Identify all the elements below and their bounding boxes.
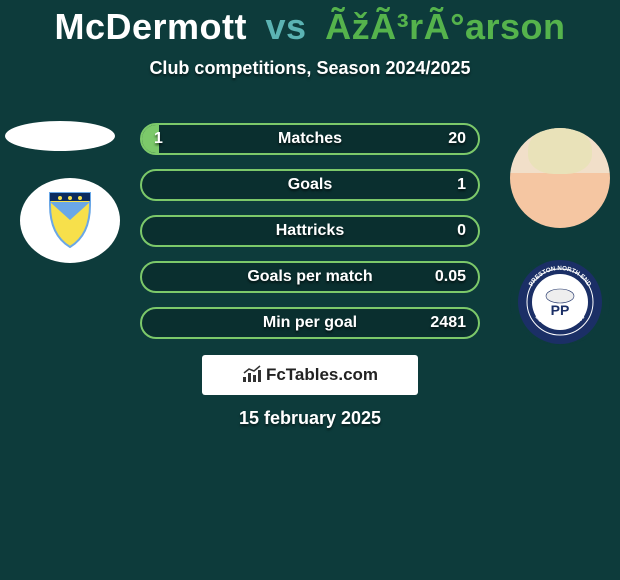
stat-bar: 1Matches20 <box>140 123 480 155</box>
brand-text: FcTables.com <box>266 365 378 384</box>
player2-name: ÃžÃ³rÃ°arson <box>325 6 565 47</box>
brand-badge: FcTables.com <box>202 355 418 395</box>
stat-label: Min per goal <box>142 309 478 337</box>
vs-label: vs <box>266 6 307 47</box>
stat-label: Goals per match <box>142 263 478 291</box>
stat-label: Matches <box>142 125 478 153</box>
stat-label: Goals <box>142 171 478 199</box>
stat-value-right: 2481 <box>430 309 466 337</box>
date-text: 15 february 2025 <box>0 408 620 429</box>
stat-label: Hattricks <box>142 217 478 245</box>
player2-avatar <box>510 128 610 228</box>
stat-bar: Min per goal2481 <box>140 307 480 339</box>
comparison-title: McDermott vs ÃžÃ³rÃ°arson <box>0 0 620 48</box>
stat-bar: Hattricks0 <box>140 215 480 247</box>
subtitle: Club competitions, Season 2024/2025 <box>0 58 620 79</box>
stat-value-right: 20 <box>448 125 466 153</box>
player1-name: McDermott <box>54 6 247 47</box>
svg-text:PP: PP <box>551 302 570 318</box>
player2-club-crest: PP PRESTON NORTH END ESTABLISHED 1880 <box>510 260 610 345</box>
player1-avatar <box>5 121 115 151</box>
stat-value-right: 1 <box>457 171 466 199</box>
player1-club-crest <box>20 178 120 263</box>
stat-bar: Goals per match0.05 <box>140 261 480 293</box>
stat-value-right: 0 <box>457 217 466 245</box>
stat-bar: Goals1 <box>140 169 480 201</box>
stat-value-right: 0.05 <box>435 263 466 291</box>
stats-bars: 1Matches20Goals1Hattricks0Goals per matc… <box>140 123 480 353</box>
